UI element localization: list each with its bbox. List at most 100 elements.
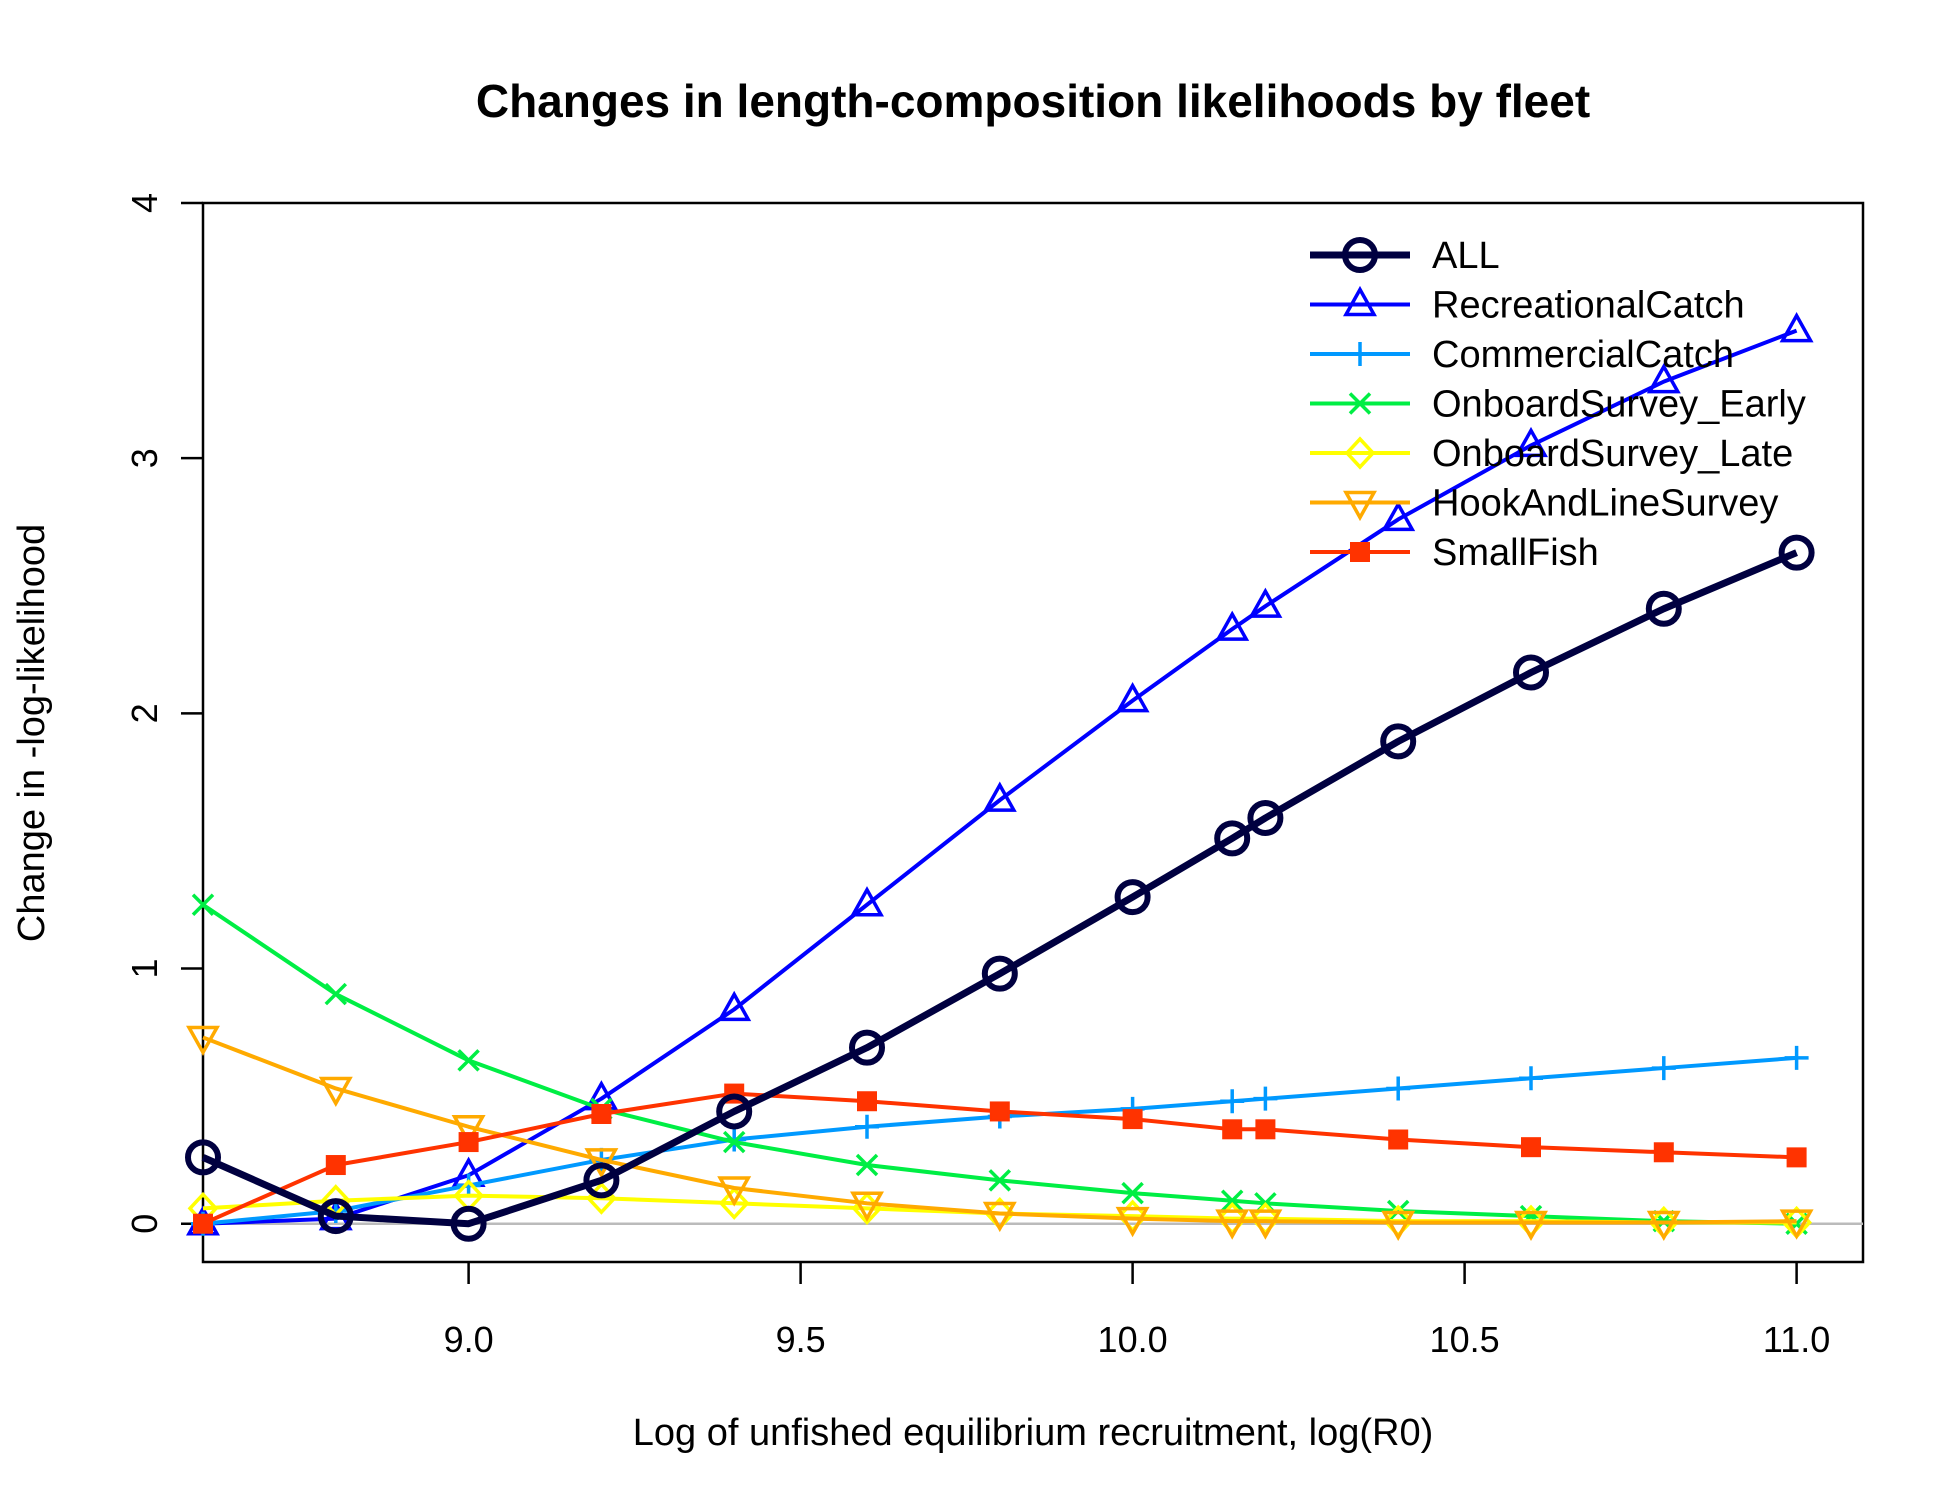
point-CommercialCatch-11 <box>1519 1066 1543 1091</box>
point-CommercialCatch-8 <box>1220 1089 1245 1114</box>
series-line-CommercialCatch <box>202 1055 1797 1226</box>
point-ALL-1 <box>317 1198 354 1235</box>
point-ALL-0 <box>185 1139 221 1176</box>
point-SmallFish-8 <box>1222 1119 1243 1140</box>
point-RecreationalCatch-7 <box>1115 682 1150 713</box>
point-OnboardSurvey_Early-0 <box>191 893 215 916</box>
point-HookAndLineSurvey-6 <box>982 1201 1017 1233</box>
y-tick-label-2: 2 <box>124 703 165 723</box>
legend-label-ALL: ALL <box>1432 235 1500 277</box>
legend-label-RecreationalCatch: RecreationalCatch <box>1432 285 1745 327</box>
point-OnboardSurvey_Early-4 <box>722 1130 746 1154</box>
legend-entry-CommercialCatch: CommercialCatch <box>1310 334 1734 376</box>
x-tick-label-4: 11.0 <box>1763 1319 1830 1360</box>
point-SmallFish-7 <box>1122 1109 1143 1130</box>
point-SmallFish-2 <box>458 1132 479 1153</box>
legend-entry-OnboardSurvey_Late: OnboardSurvey_Late <box>1310 433 1793 475</box>
series-line-ALL <box>201 549 1798 1228</box>
series-HookAndLineSurvey <box>186 1025 1814 1242</box>
point-OnboardSurvey_Early-5 <box>855 1153 879 1177</box>
point-HookAndLineSurvey-3 <box>584 1148 619 1179</box>
legend-entry-OnboardSurvey_Early: OnboardSurvey_Early <box>1310 384 1806 426</box>
legend-entry-ALL: ALL <box>1310 235 1500 277</box>
point-ALL-5 <box>849 1029 885 1066</box>
point-HookAndLineSurvey-9 <box>1248 1209 1283 1240</box>
legend-label-OnboardSurvey_Late: OnboardSurvey_Late <box>1432 433 1793 475</box>
point-CommercialCatch-12 <box>1651 1056 1676 1081</box>
x-axis-label: Log of unfished equilibrium recruitment,… <box>633 1412 1434 1454</box>
point-OnboardSurvey_Early-8 <box>1220 1189 1244 1212</box>
legend-marker-OnboardSurvey_Early <box>1348 392 1372 415</box>
legend-label-SmallFish: SmallFish <box>1432 532 1599 574</box>
point-OnboardSurvey_Early-7 <box>1121 1181 1144 1205</box>
point-SmallFish-9 <box>1255 1119 1276 1140</box>
series-OnboardSurvey_Early <box>191 893 1808 1235</box>
y-tick-label-4: 4 <box>124 193 165 213</box>
point-ALL-11 <box>1513 654 1549 691</box>
point-RecreationalCatch-4 <box>717 990 752 1022</box>
legend-label-HookAndLineSurvey: HookAndLineSurvey <box>1432 483 1778 525</box>
point-RecreationalCatch-9 <box>1248 587 1283 618</box>
point-RecreationalCatch-10 <box>1381 500 1416 532</box>
point-ALL-13 <box>1778 534 1815 571</box>
point-CommercialCatch-2 <box>456 1173 481 1198</box>
point-HookAndLineSurvey-10 <box>1381 1210 1416 1242</box>
point-OnboardSurvey_Early-6 <box>988 1169 1012 1192</box>
point-SmallFish-5 <box>857 1091 877 1112</box>
point-HookAndLineSurvey-11 <box>1514 1210 1548 1242</box>
y-tick-label-3: 3 <box>124 448 165 468</box>
series-CommercialCatch <box>191 1045 1809 1236</box>
point-CommercialCatch-9 <box>1253 1086 1278 1111</box>
point-ALL-12 <box>1645 590 1682 627</box>
series-line-SmallFish <box>202 1091 1797 1226</box>
point-SmallFish-11 <box>1521 1137 1541 1158</box>
point-SmallFish-13 <box>1786 1147 1807 1168</box>
point-HookAndLineSurvey-13 <box>1779 1209 1814 1240</box>
y-axis-label: Change in -log-likelihood <box>11 524 53 942</box>
point-SmallFish-12 <box>1653 1142 1674 1163</box>
point-ALL-4 <box>716 1093 753 1130</box>
plot-frame <box>201 201 1865 1264</box>
point-HookAndLineSurvey-7 <box>1115 1206 1150 1238</box>
legend: ALL RecreationalCatch CommercialCatch Onboa… <box>1310 235 1806 574</box>
legend-entry-HookAndLineSurvey: HookAndLineSurvey <box>1310 483 1778 525</box>
point-RecreationalCatch-11 <box>1514 426 1548 458</box>
point-HookAndLineSurvey-1 <box>318 1076 353 1108</box>
point-HookAndLineSurvey-0 <box>186 1025 220 1057</box>
legend-marker-ALL <box>1342 237 1378 273</box>
point-HookAndLineSurvey-2 <box>451 1115 486 1146</box>
point-ALL-10 <box>1380 723 1417 760</box>
series-line-HookAndLineSurvey <box>202 1035 1797 1225</box>
x-tick-label-0: 9.0 <box>444 1319 494 1360</box>
point-OnboardSurvey_Late-4 <box>718 1186 750 1220</box>
y-tick-label-0: 0 <box>124 1214 165 1234</box>
legend-entry-RecreationalCatch: RecreationalCatch <box>1310 285 1745 327</box>
point-ALL-9 <box>1247 799 1284 836</box>
point-RecreationalCatch-8 <box>1215 610 1250 641</box>
point-ALL-6 <box>981 955 1018 992</box>
point-SmallFish-6 <box>989 1101 1010 1122</box>
point-ALL-8 <box>1214 820 1251 857</box>
legend-marker-OnboardSurvey_Late <box>1344 436 1376 470</box>
point-RecreationalCatch-12 <box>1646 363 1681 394</box>
series-SmallFish <box>193 1083 1807 1234</box>
point-SmallFish-3 <box>591 1103 612 1124</box>
point-CommercialCatch-10 <box>1386 1076 1411 1101</box>
legend-label-CommercialCatch: CommercialCatch <box>1432 334 1734 376</box>
point-ALL-7 <box>1114 879 1151 916</box>
x-tick-label-2: 10.0 <box>1098 1319 1168 1360</box>
point-OnboardSurvey_Early-1 <box>324 982 348 1006</box>
point-SmallFish-10 <box>1388 1129 1409 1150</box>
point-HookAndLineSurvey-5 <box>850 1191 884 1222</box>
x-tick-label-3: 10.5 <box>1430 1319 1500 1360</box>
legend-label-OnboardSurvey_Early: OnboardSurvey_Early <box>1432 384 1806 426</box>
axes: 9.0 9.5 10.0 10.5 11.0 0 1 2 3 4 <box>124 193 1865 1360</box>
point-RecreationalCatch-13 <box>1779 312 1814 343</box>
series-ALL <box>185 534 1815 1242</box>
point-RecreationalCatch-6 <box>982 781 1017 812</box>
point-CommercialCatch-13 <box>1784 1045 1809 1070</box>
point-HookAndLineSurvey-4 <box>717 1176 752 1207</box>
point-SmallFish-0 <box>193 1213 213 1234</box>
point-HookAndLineSurvey-12 <box>1646 1210 1681 1242</box>
legend-marker-RecreationalCatch <box>1343 285 1377 317</box>
